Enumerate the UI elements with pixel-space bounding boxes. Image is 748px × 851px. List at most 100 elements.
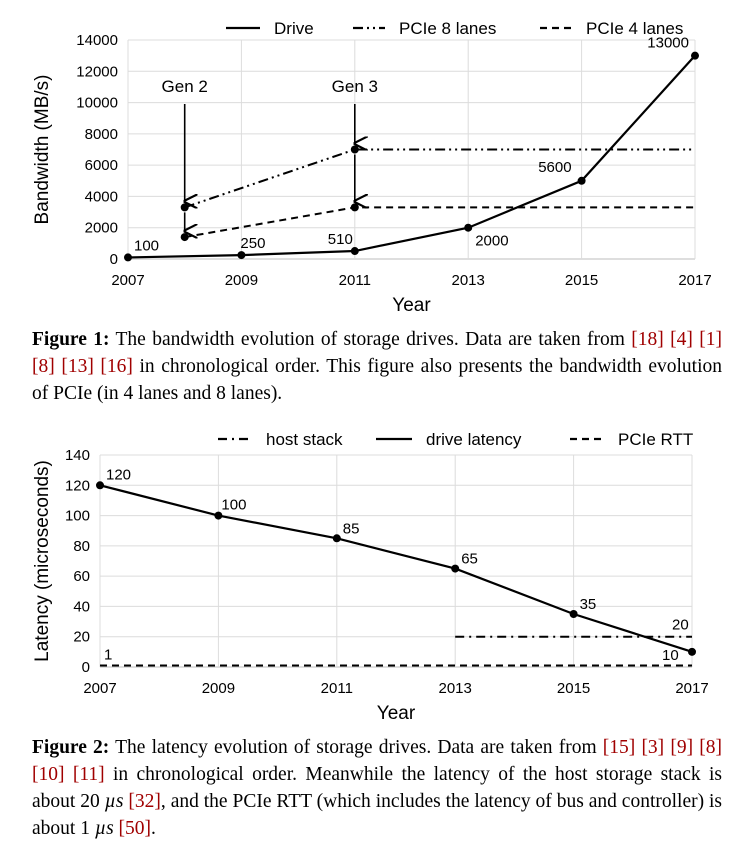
x-tick-label: 2011 <box>321 680 353 697</box>
data-point <box>350 247 359 256</box>
caption-text: in chronological order. Meanwhile the la… <box>32 764 723 812</box>
citation-link[interactable]: [8] <box>699 737 722 758</box>
x-tick-label: 2015 <box>565 272 598 289</box>
citation-link[interactable]: [9] <box>670 737 694 758</box>
series-line <box>127 54 696 259</box>
x-tick-label: 2015 <box>557 680 590 697</box>
y-axis-title: Latency (microseconds) <box>32 460 53 662</box>
x-tick-label: 2013 <box>439 680 472 697</box>
legend-label: Drive <box>274 19 314 38</box>
x-tick-label: 2007 <box>111 272 144 289</box>
data-point <box>688 647 696 656</box>
y-axis-title: Bandwidth (MB/s) <box>32 75 53 225</box>
data-label: 65 <box>461 551 478 568</box>
citation-link[interactable]: [13] <box>61 356 94 377</box>
citation-link[interactable]: [8] <box>32 356 55 377</box>
data-point <box>96 481 104 490</box>
x-axis-title: Year <box>377 703 416 724</box>
latency-chart: 0 20 40 60 80 100 120 140 2007 2009 2011 2013 2015 20… <box>32 430 709 724</box>
x-tick-label: 2009 <box>202 680 235 697</box>
data-point <box>332 534 341 543</box>
citation-link[interactable]: [4] <box>670 329 693 350</box>
figure-1-label: Figure 1: <box>32 329 110 350</box>
data-label: 2000 <box>475 233 508 250</box>
caption-text: The bandwidth evolution of storage drive… <box>109 329 632 350</box>
data-point <box>214 511 223 520</box>
data-label: 20 <box>672 617 689 634</box>
data-label: 100 <box>134 237 159 254</box>
unit-text: µs <box>94 818 114 839</box>
legend-label: PCIe 8 lanes <box>399 19 496 38</box>
data-label: 510 <box>328 231 353 248</box>
caption-text: The latency evolution of storage drives.… <box>109 737 603 758</box>
y-tick-label: 0 <box>82 659 90 676</box>
y-tick-label: 80 <box>73 538 90 555</box>
citation-link[interactable]: [16] <box>100 356 133 377</box>
data-point <box>180 233 189 242</box>
citation-link[interactable]: [18] <box>631 329 664 350</box>
data-point <box>350 145 359 154</box>
data-label: 120 <box>106 466 131 483</box>
unit-text: µs <box>104 791 124 812</box>
data-point <box>577 176 586 185</box>
y-tick-label: 6000 <box>85 157 118 174</box>
data-point <box>464 223 473 232</box>
data-point <box>451 564 460 573</box>
data-point <box>237 251 246 260</box>
data-label: 10 <box>662 647 679 664</box>
data-point <box>569 610 578 618</box>
x-tick-label: 2011 <box>339 272 371 289</box>
data-label: 100 <box>221 497 246 514</box>
data-label: 250 <box>240 235 265 252</box>
legend-label: host stack <box>266 430 343 449</box>
x-axis-title: Year <box>392 295 431 316</box>
y-tick-label: 0 <box>110 251 118 268</box>
data-label: 13000 <box>647 35 689 52</box>
data-label: 35 <box>580 596 597 613</box>
citation-link[interactable]: [11] <box>72 764 105 785</box>
annotation-label: Gen 2 <box>162 77 208 96</box>
x-tick-label: 2013 <box>452 272 485 289</box>
series-line <box>99 484 693 653</box>
annotation-label: Gen 3 <box>332 77 378 96</box>
y-tick-label: 120 <box>65 477 90 494</box>
y-tick-label: 60 <box>73 568 90 585</box>
x-tick-label: 2009 <box>225 272 258 289</box>
y-tick-label: 2000 <box>85 220 118 237</box>
data-point <box>124 253 132 262</box>
y-tick-label: 100 <box>65 508 90 525</box>
citation-link[interactable]: [50] <box>118 818 152 839</box>
caption-text: in chronological order. This figure also… <box>32 356 722 404</box>
citation-link[interactable]: [32] <box>128 791 161 812</box>
y-tick-label: 40 <box>73 598 90 615</box>
y-tick-label: 12000 <box>76 63 118 80</box>
citation-link[interactable]: [15] <box>602 737 636 758</box>
y-tick-label: 20 <box>73 629 90 646</box>
x-tick-label: 2007 <box>83 680 116 697</box>
data-point <box>691 51 699 60</box>
citation-link[interactable]: [10] <box>32 764 65 785</box>
figure-2-label: Figure 2: <box>32 737 110 758</box>
caption-text: , and the PCIe RTT (which includes the l… <box>32 791 723 839</box>
x-tick-label: 2017 <box>678 272 711 289</box>
citation-link[interactable]: [1] <box>699 329 723 350</box>
legend-label: PCIe 4 lanes <box>586 19 683 38</box>
data-label: 5600 <box>538 159 571 176</box>
data-point <box>180 203 189 212</box>
data-point <box>350 203 359 212</box>
figure-2-caption: Figure 2: The latency evolution of stora… <box>32 734 722 842</box>
y-tick-label: 140 <box>65 447 90 464</box>
data-label: 85 <box>343 520 360 537</box>
y-tick-label: 14000 <box>76 32 118 49</box>
y-tick-label: 8000 <box>85 126 118 143</box>
figure-1-caption: Figure 1: The bandwidth evolution of sto… <box>32 326 722 407</box>
data-label: 1 <box>104 646 112 663</box>
y-tick-label: 4000 <box>85 188 118 205</box>
y-tick-label: 10000 <box>76 95 118 112</box>
citation-link[interactable]: [3] <box>641 737 665 758</box>
legend-label: drive latency <box>426 430 522 449</box>
caption-text: . <box>151 818 156 839</box>
legend-label: PCIe RTT <box>618 430 693 449</box>
bandwidth-chart: 0 2000 4000 6000 8000 10000 12000 14000 2007 2009… <box>32 19 712 316</box>
series-line <box>184 148 695 209</box>
